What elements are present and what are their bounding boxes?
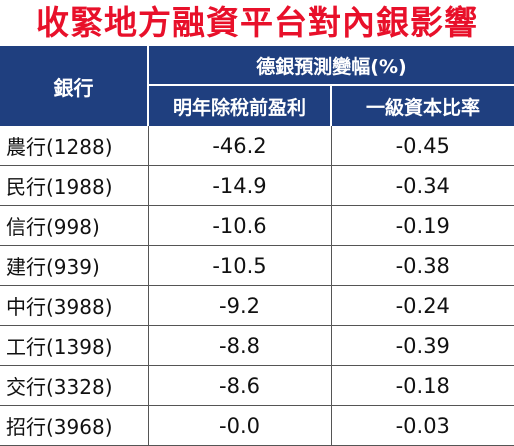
table-row: 農行(1288) -46.2 -0.45	[0, 126, 514, 166]
bank-name: 信行(998)	[0, 205, 149, 246]
tier1-change: -0.45	[331, 126, 514, 166]
profit-change: -10.5	[148, 245, 332, 286]
tier1-change: -0.38	[331, 245, 514, 286]
header-forecast-group: 德銀預測變幅(%)	[148, 46, 514, 86]
table-row: 信行(998) -10.6 -0.19	[0, 205, 514, 246]
profit-change: -8.8	[148, 325, 332, 366]
profit-change: -46.2	[148, 126, 332, 166]
profit-change: -9.2	[148, 285, 332, 326]
bank-name: 中行(3988)	[0, 285, 149, 326]
table-row: 中行(3988) -9.2 -0.24	[0, 285, 514, 326]
table-body: 農行(1288) -46.2 -0.45 民行(1988) -14.9 -0.3…	[0, 126, 514, 446]
table-row: 招行(3968) -0.0 -0.03	[0, 405, 514, 446]
bank-name: 民行(1988)	[0, 165, 149, 206]
header-bank: 銀行	[0, 46, 149, 126]
header-tier1: 一級資本比率	[331, 85, 514, 126]
profit-change: -0.0	[148, 405, 332, 446]
table-row: 建行(939) -10.5 -0.38	[0, 245, 514, 286]
page-title: 收緊地方融資平台對內銀影響	[36, 3, 478, 42]
tier1-change: -0.34	[331, 165, 514, 206]
bank-name: 建行(939)	[0, 245, 149, 286]
bank-impact-table: 銀行 德銀預測變幅(%) 明年除稅前盈利 一級資本比率 農行(1288) -46…	[0, 46, 514, 446]
tier1-change: -0.39	[331, 325, 514, 366]
header-profit: 明年除稅前盈利	[148, 85, 332, 126]
profit-change: -8.6	[148, 365, 332, 406]
table-row: 民行(1988) -14.9 -0.34	[0, 165, 514, 206]
bank-name: 交行(3328)	[0, 365, 149, 406]
table-row: 工行(1398) -8.8 -0.39	[0, 325, 514, 366]
tier1-change: -0.19	[331, 205, 514, 246]
profit-change: -14.9	[148, 165, 332, 206]
table-header: 銀行 德銀預測變幅(%) 明年除稅前盈利 一級資本比率	[0, 46, 514, 126]
tier1-change: -0.24	[331, 285, 514, 326]
tier1-change: -0.03	[331, 405, 514, 446]
table-row: 交行(3328) -8.6 -0.18	[0, 365, 514, 406]
bank-name: 工行(1398)	[0, 325, 149, 366]
bank-name: 農行(1288)	[0, 126, 149, 166]
profit-change: -10.6	[148, 205, 332, 246]
tier1-change: -0.18	[331, 365, 514, 406]
bank-name: 招行(3968)	[0, 405, 149, 446]
